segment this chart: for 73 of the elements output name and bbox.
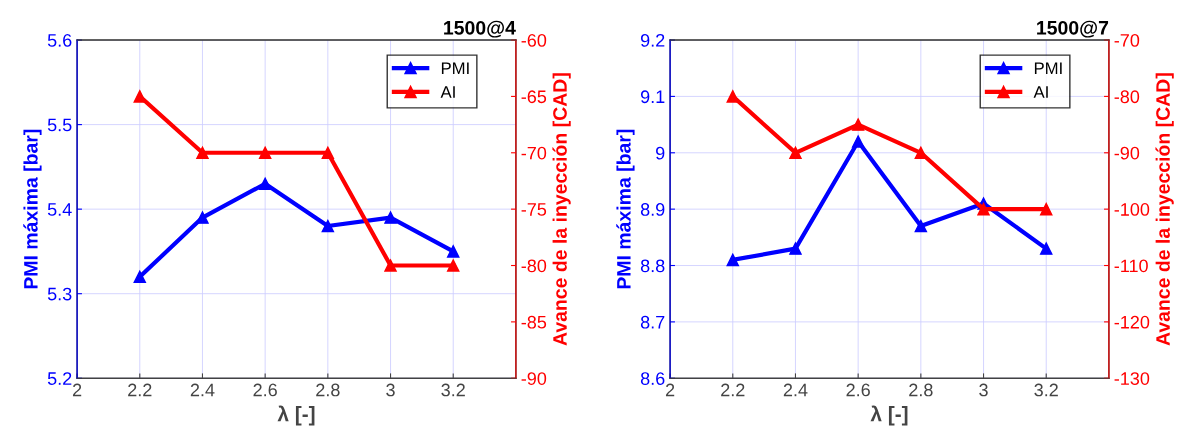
- x-tick-label: 2.4: [783, 383, 808, 397]
- point: [384, 211, 397, 224]
- x-axis-title: λ [-]: [870, 405, 908, 426]
- x-tick-label: 2.4: [190, 383, 215, 397]
- x-tick-label: 2: [72, 383, 82, 397]
- y2-tick-label: -85: [521, 315, 547, 329]
- x-tick-label: 2.2: [721, 383, 745, 397]
- point: [384, 259, 397, 272]
- y-tick-label: 5.4: [47, 203, 72, 216]
- point: [321, 219, 335, 233]
- x-tick-label: 2.8: [909, 383, 933, 397]
- x-tick-label: 3.2: [441, 383, 465, 397]
- point: [1039, 242, 1053, 255]
- point: [1039, 202, 1053, 216]
- legend-label: AI: [440, 86, 455, 98]
- y2-tick-label: -130: [1114, 372, 1150, 385]
- y-tick-label: 8.9: [640, 203, 665, 216]
- y2-tick-label: -65: [521, 90, 547, 104]
- y-tick-label: 5.5: [47, 118, 72, 132]
- point: [851, 135, 865, 148]
- y2-tick-label: -120: [1114, 315, 1150, 329]
- y2-tick-label: -60: [521, 33, 547, 47]
- point: [914, 146, 928, 160]
- legend-label: PMI: [1034, 62, 1062, 74]
- y-tick-label: 9.2: [640, 33, 665, 47]
- y-tick-label: 8.6: [640, 372, 665, 385]
- y2-tick-label: -90: [521, 372, 547, 385]
- point: [196, 146, 209, 160]
- y2-tick-label: -70: [1114, 33, 1140, 47]
- point: [789, 242, 802, 255]
- x-tick-label: 2.6: [846, 383, 870, 397]
- chart-title: 1500@4: [444, 20, 516, 38]
- x-tick-label: 3: [386, 383, 395, 397]
- x-tick-label: 3: [979, 383, 988, 397]
- y-tick-label: 5.6: [47, 33, 72, 47]
- y-tick-label: 9.1: [640, 90, 665, 104]
- y2-axis-title: Avance de la inyección [CAD]: [1155, 73, 1174, 346]
- point: [789, 146, 802, 160]
- point: [258, 177, 272, 191]
- y-tick-label: 8.7: [640, 315, 665, 329]
- y-tick-label: 8.8: [640, 259, 665, 273]
- y2-tick-label: -80: [521, 259, 547, 273]
- point: [446, 259, 460, 272]
- x-tick-label: 3.2: [1034, 383, 1058, 397]
- point: [133, 270, 147, 284]
- y-tick-label: 9: [656, 146, 665, 160]
- x-tick-label: 2.8: [316, 383, 340, 397]
- y2-tick-label: -75: [521, 203, 547, 216]
- y2-tick-label: -90: [1114, 146, 1140, 160]
- x-tick-label: 2.2: [128, 383, 152, 397]
- point: [258, 146, 272, 160]
- chart-title: 1500@7: [1037, 20, 1109, 38]
- legend-label: AI: [1033, 86, 1048, 98]
- point: [914, 219, 928, 233]
- point: [726, 253, 740, 267]
- legend-label: PMI: [441, 62, 469, 74]
- point: [851, 118, 865, 131]
- point: [321, 146, 335, 160]
- y2-axis-title: Avance de la inyección [CAD]: [552, 73, 571, 346]
- y-tick-label: 5.2: [47, 372, 72, 385]
- y-axis-title: PMI máxima [bar]: [616, 129, 635, 289]
- point: [977, 202, 990, 216]
- y2-tick-label: -110: [1114, 259, 1148, 273]
- point: [196, 211, 209, 224]
- y2-tick-label: -80: [1114, 90, 1140, 104]
- x-axis-title: λ [-]: [277, 405, 315, 426]
- y2-tick-label: -100: [1114, 203, 1150, 216]
- x-tick-label: 2: [665, 383, 675, 397]
- y-axis-title: PMI máxima [bar]: [23, 129, 42, 289]
- y2-tick-label: -70: [521, 146, 547, 160]
- y-tick-label: 5.3: [47, 287, 72, 301]
- point: [446, 245, 460, 258]
- x-tick-label: 2.6: [253, 383, 277, 397]
